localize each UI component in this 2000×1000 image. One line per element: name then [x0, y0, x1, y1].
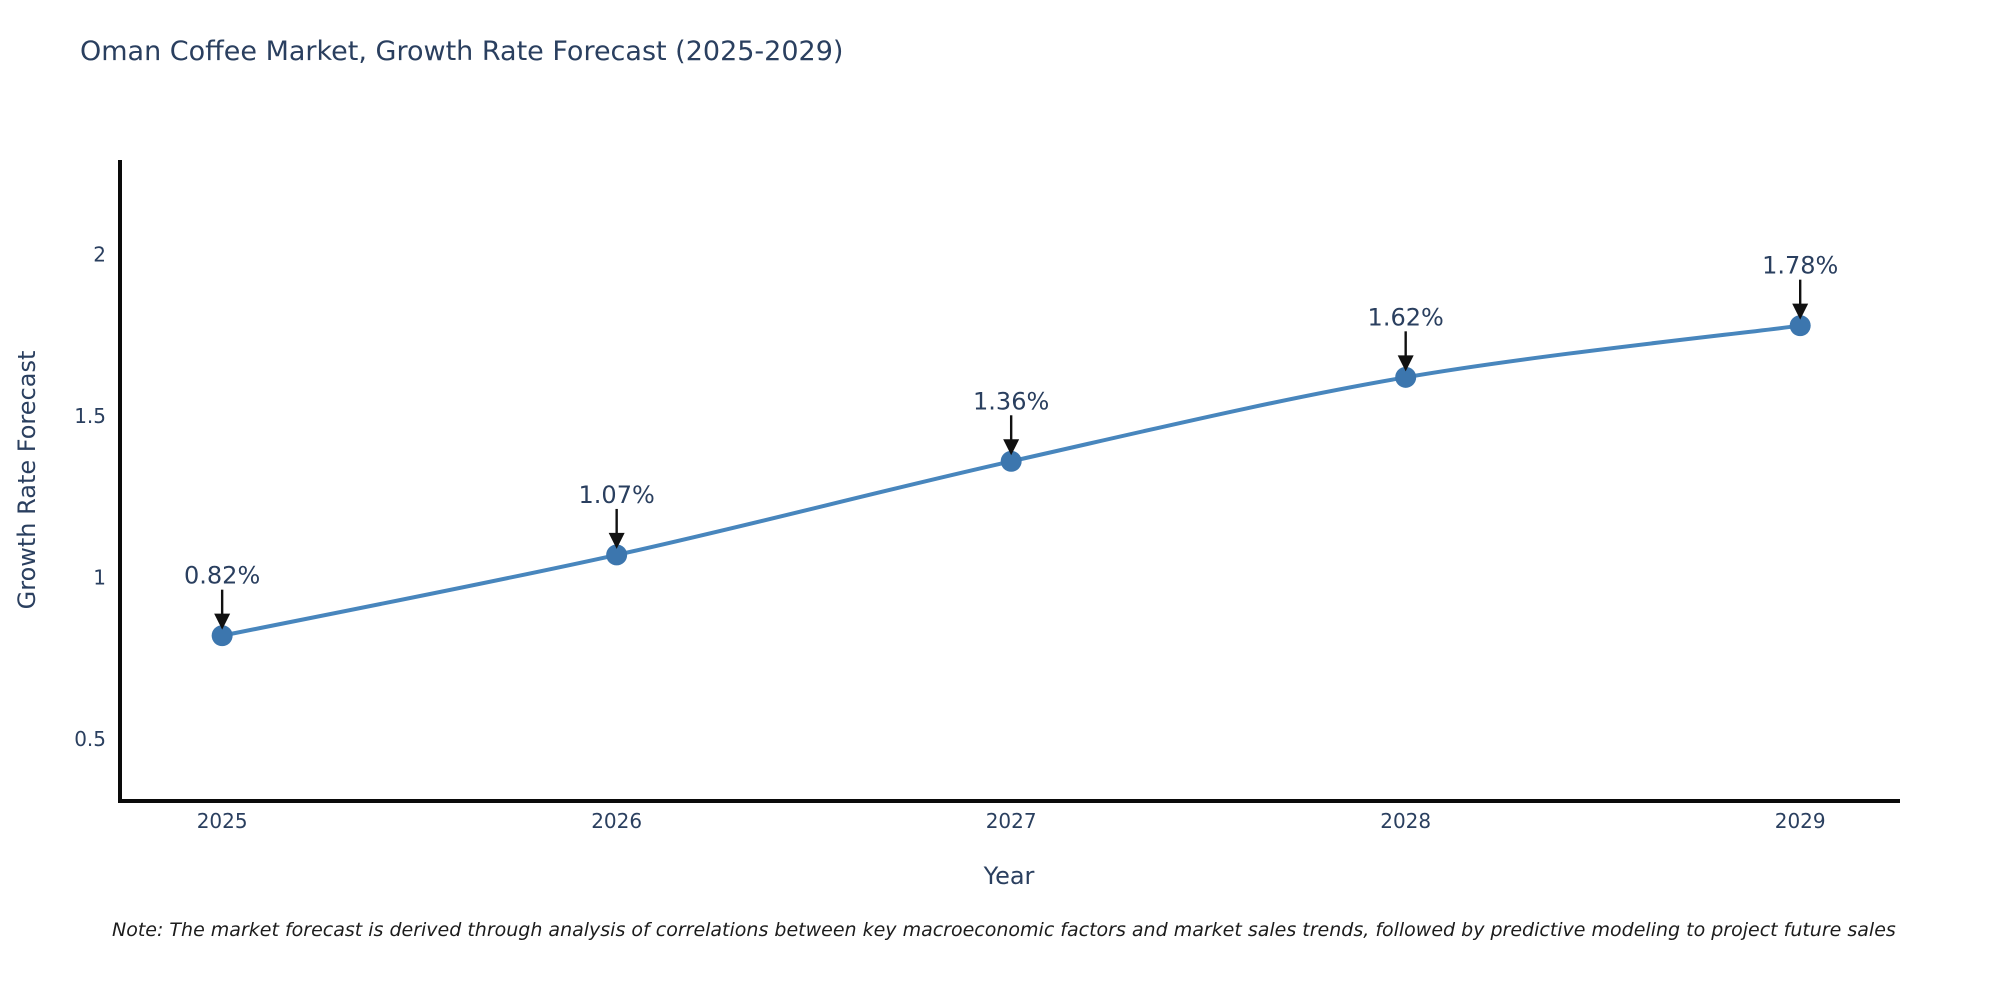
data-point-label: 1.07% — [579, 481, 655, 509]
x-tick-label: 2029 — [1775, 809, 1826, 833]
series-line — [221, 323, 1801, 638]
data-point-label: 1.62% — [1368, 303, 1444, 331]
x-axis-title: Year — [983, 862, 1035, 890]
chart-title: Oman Coffee Market, Growth Rate Forecast… — [80, 36, 844, 67]
y-tick-label: 0.5 — [74, 727, 106, 751]
x-tick-label: 2026 — [591, 809, 642, 833]
data-point-marker[interactable] — [1395, 366, 1417, 388]
x-tick-label: 2028 — [1380, 809, 1431, 833]
data-point-label: 1.36% — [973, 387, 1049, 415]
data-point-marker[interactable] — [1000, 450, 1022, 472]
annotation-arrow-head — [214, 613, 231, 630]
annotation-arrow-head — [1003, 439, 1020, 456]
data-point-marker[interactable] — [211, 625, 233, 647]
data-point-label: 1.78% — [1762, 252, 1838, 280]
annotation-arrow-head — [1397, 355, 1414, 372]
data-point-marker[interactable] — [606, 544, 628, 566]
data-point-marker[interactable] — [1789, 315, 1811, 337]
x-tick-label: 2027 — [986, 809, 1037, 833]
x-tick-label: 2025 — [197, 809, 248, 833]
y-tick-label: 1.5 — [74, 404, 106, 428]
data-point-label: 0.82% — [184, 562, 260, 590]
y-tick-label: 2 — [93, 243, 106, 267]
y-tick-label: 1 — [93, 566, 106, 590]
annotation-arrow-head — [608, 532, 625, 549]
annotation-arrow-head — [1792, 303, 1809, 320]
footnote: Note: The market forecast is derived thr… — [112, 919, 1896, 941]
